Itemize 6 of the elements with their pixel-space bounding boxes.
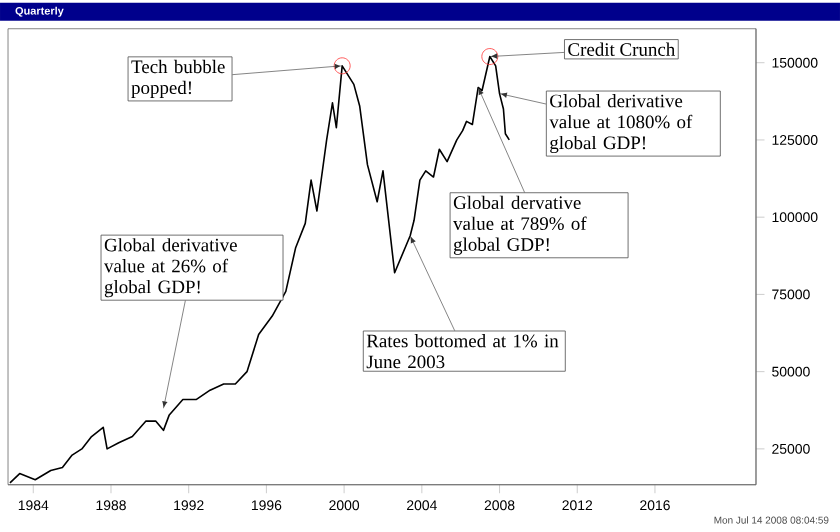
annotation: Credit Crunch — [568, 42, 676, 56]
annotation: Tech bubble popped! — [131, 59, 225, 98]
annotation: Global derivative value at 1080% of global GDP! — [549, 93, 693, 153]
annotation: Global dervative value at 789% of global GDP! — [453, 195, 587, 255]
annotation: Rates bottomed at 1% in June 2003 — [366, 333, 559, 368]
annotation: Global derivative value at 26% of global GDP! — [104, 237, 237, 297]
